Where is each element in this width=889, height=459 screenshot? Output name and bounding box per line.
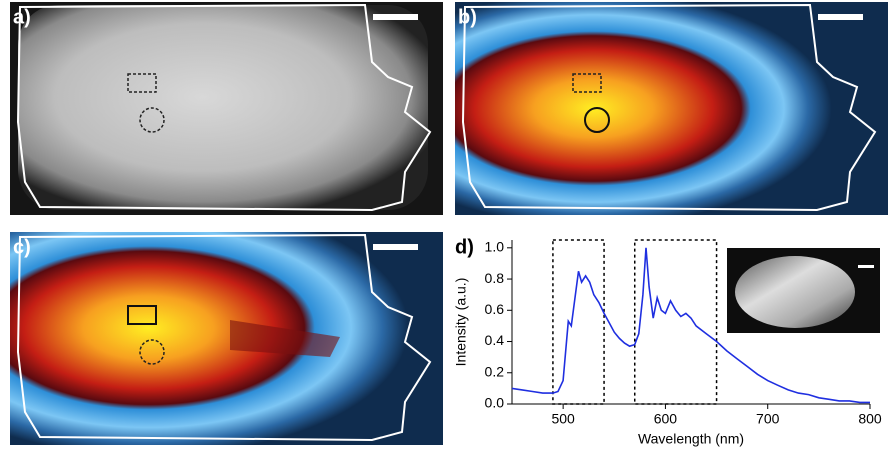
- panel-label: a): [13, 6, 31, 28]
- region-box: [633, 239, 718, 405]
- region-box: [552, 239, 605, 405]
- x-axis-label: Wavelength (nm): [638, 431, 744, 447]
- x-tick-label: 600: [654, 411, 678, 427]
- x-tick-label: 700: [756, 411, 780, 427]
- y-tick-label: 0.0: [485, 395, 505, 411]
- y-tick-label: 1.0: [485, 239, 505, 255]
- y-tick-label: 0.8: [485, 270, 505, 286]
- panel-label: c): [13, 236, 31, 258]
- x-tick-label: 500: [551, 411, 575, 427]
- panel-label: b): [458, 6, 477, 28]
- y-axis-label: Intensity (a.u.): [453, 278, 469, 367]
- x-tick-label: 800: [858, 411, 882, 427]
- panel-c: c): [10, 232, 443, 445]
- inset: [727, 248, 880, 333]
- chart: 0.0 0.2 0.4 0.6 0.8 1.0 500 600 700 800 Wavelength…: [453, 239, 882, 447]
- y-tick-label: 0.6: [485, 301, 505, 317]
- panel-label: d): [455, 236, 474, 258]
- y-tick-label: 0.4: [485, 332, 505, 348]
- panel-a: a): [10, 2, 443, 215]
- panel-b: b): [455, 2, 888, 215]
- y-tick-label: 0.2: [485, 363, 505, 379]
- spectrum-line: [511, 247, 870, 404]
